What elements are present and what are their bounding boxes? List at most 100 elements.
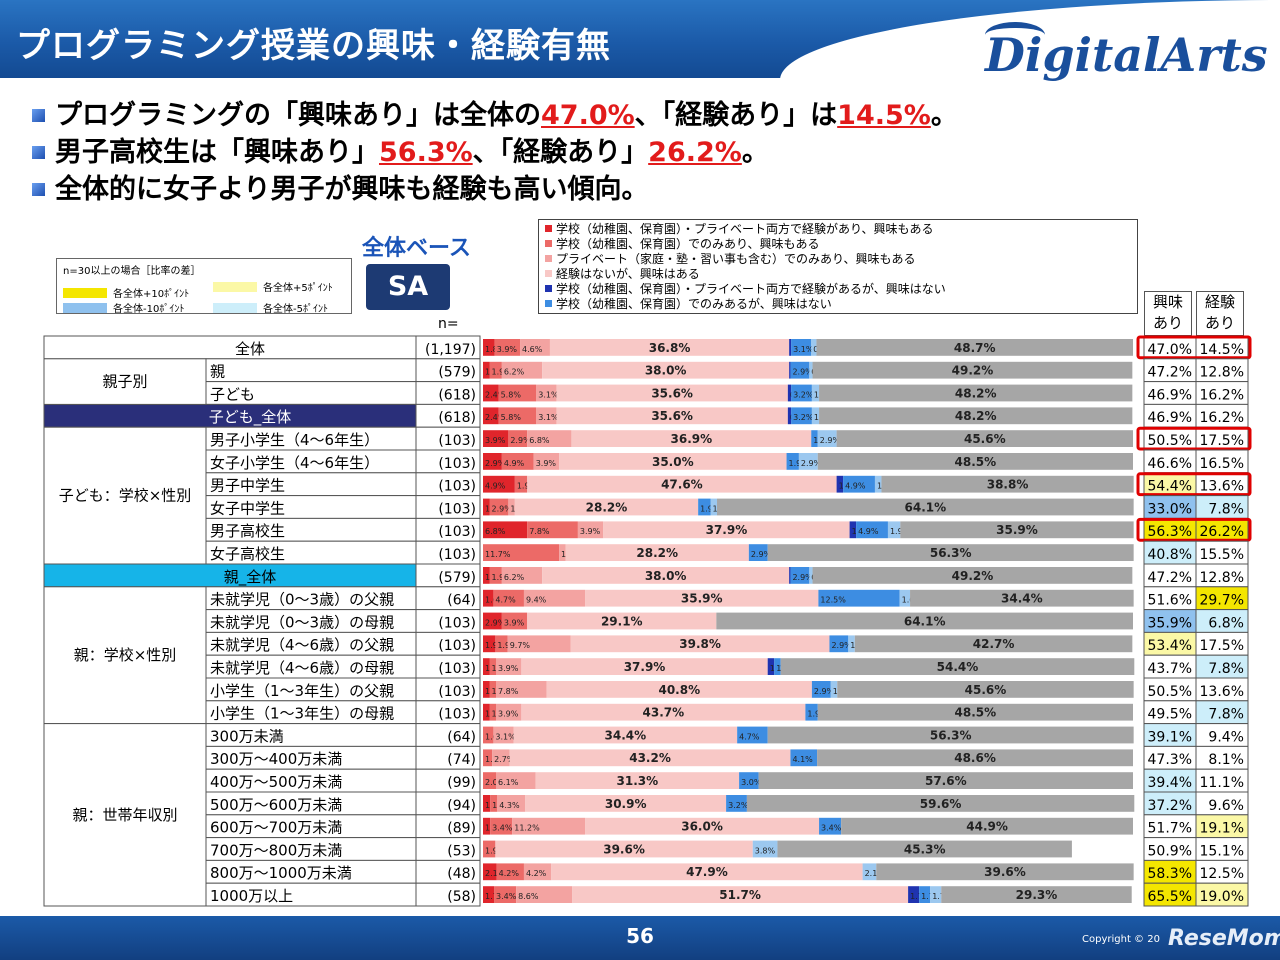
n-value: (103) bbox=[438, 501, 476, 517]
highlight-box bbox=[1136, 335, 1252, 360]
interest-value: 39.4% bbox=[1148, 775, 1192, 791]
group-cell bbox=[43, 358, 207, 405]
data-label: 48.2% bbox=[955, 409, 997, 423]
bar-segment bbox=[494, 886, 517, 903]
interest-value: 51.7% bbox=[1148, 821, 1192, 837]
experience-value: 9.6% bbox=[1208, 798, 1244, 814]
data-label: 3.4% bbox=[821, 824, 842, 833]
experience-value: 26.2% bbox=[1200, 524, 1244, 540]
data-label: 36.8% bbox=[649, 341, 691, 355]
bar-segment bbox=[752, 840, 778, 858]
bar-segment bbox=[525, 795, 727, 812]
data-label: 39.8% bbox=[679, 637, 721, 651]
bar-segment bbox=[508, 430, 528, 447]
data-label: 48.2% bbox=[955, 386, 997, 400]
bullet-text: 男子高校生は「興味あり」 bbox=[55, 137, 379, 168]
row-label: 未就学児（4～6歳）の父親 bbox=[210, 636, 394, 654]
row-label: 男子小学生（4～6年生） bbox=[210, 431, 379, 449]
bar-segment bbox=[514, 475, 528, 493]
bullet-square-icon bbox=[32, 109, 45, 122]
base-label: 全体ベース bbox=[362, 236, 471, 261]
bar-segment bbox=[570, 635, 830, 653]
bar-segment bbox=[527, 521, 578, 539]
bar-segment bbox=[556, 384, 788, 402]
bar-segment bbox=[811, 339, 817, 356]
bar-segment bbox=[786, 453, 799, 470]
n-value: (103) bbox=[438, 684, 476, 700]
n-value: (103) bbox=[438, 547, 476, 563]
row-label: 親 bbox=[210, 363, 225, 381]
bar-segment bbox=[881, 475, 1134, 493]
bar-segment bbox=[542, 567, 790, 584]
legend-swatch bbox=[545, 255, 552, 262]
data-label: 2.9% bbox=[492, 504, 513, 513]
experience-value: 16.2% bbox=[1200, 387, 1244, 403]
data-label: 45.6% bbox=[964, 432, 1006, 446]
bar-segment bbox=[483, 361, 490, 379]
bar-segment bbox=[516, 886, 573, 903]
bar-segment bbox=[493, 589, 524, 607]
data-label: 35.6% bbox=[651, 386, 693, 400]
data-label: 2.9% bbox=[485, 459, 506, 468]
data-label: 6.2% bbox=[504, 368, 525, 377]
bullet-text: 。 bbox=[741, 137, 769, 168]
bar-segment bbox=[791, 384, 812, 402]
data-label: 9.4% bbox=[526, 596, 547, 605]
data-label: 43.2% bbox=[629, 751, 671, 765]
data-label: 51.7% bbox=[719, 888, 761, 902]
highlight-value: 14.5% bbox=[837, 100, 931, 131]
key-item: 各全体+10ﾎﾟｲﾝﾄ bbox=[63, 285, 213, 300]
data-label: 2.9% bbox=[814, 687, 835, 696]
bar-segment bbox=[849, 521, 857, 539]
data-label: 4.6% bbox=[522, 345, 543, 354]
interest-value: 51.6% bbox=[1148, 593, 1192, 609]
page-title: プログラミング授業の興味・経験有無 bbox=[16, 26, 611, 66]
bullet-text: 全体的に女子より男子が興味も経験も高い傾向。 bbox=[55, 174, 649, 205]
bar-segment bbox=[489, 681, 496, 698]
bar-segment bbox=[490, 795, 498, 812]
bar-segment bbox=[559, 544, 566, 561]
experience-value: 13.6% bbox=[1200, 479, 1244, 495]
data-label: 34.4% bbox=[605, 728, 647, 742]
row-label: 男子高校生 bbox=[210, 522, 285, 540]
group-cell bbox=[43, 426, 207, 565]
data-label: 38.0% bbox=[645, 569, 687, 583]
data-label: 29.1% bbox=[601, 614, 643, 628]
experience-value: 15.5% bbox=[1200, 547, 1244, 563]
data-label: 28.2% bbox=[586, 500, 628, 514]
bar-segment bbox=[542, 361, 790, 379]
row-label: 子ども_全体 bbox=[209, 408, 292, 427]
data-label: 35.6% bbox=[651, 409, 693, 423]
highlight-value: 56.3% bbox=[379, 137, 473, 168]
data-label: 48.5% bbox=[955, 455, 997, 469]
bar-segment bbox=[509, 749, 791, 767]
data-label: 39.6% bbox=[603, 842, 645, 856]
row-label: 500万～600万未満 bbox=[210, 796, 342, 814]
n-value: (618) bbox=[438, 387, 476, 403]
bar-segment bbox=[767, 726, 1134, 744]
data-label: 2.1% bbox=[485, 869, 506, 878]
interest-value: 46.9% bbox=[1148, 387, 1192, 403]
watermark: ReseMom bbox=[1168, 926, 1280, 951]
legend-entry: 学校（幼稚園、保育園）・プライベート両方で経験があるが、興味はない bbox=[545, 282, 1131, 297]
bar-segment bbox=[716, 612, 1133, 630]
bar-segment bbox=[919, 886, 931, 903]
bar-segment bbox=[572, 886, 909, 903]
row-label: 子ども bbox=[210, 385, 255, 403]
copyright: Copyright © 20 bbox=[1082, 934, 1160, 945]
data-label: 45.6% bbox=[965, 683, 1007, 697]
group-label: 親：世帯年収別 bbox=[72, 806, 177, 824]
bar-segment bbox=[817, 749, 1133, 767]
bar-segment bbox=[536, 407, 557, 425]
bar-segment bbox=[483, 795, 491, 812]
bar-segment bbox=[521, 703, 806, 721]
bar-segment bbox=[497, 795, 526, 812]
bar-segment bbox=[495, 840, 753, 858]
data-label: 4.1% bbox=[792, 755, 813, 764]
data-label: 2.9% bbox=[820, 436, 841, 445]
interest-value: 56.3% bbox=[1148, 524, 1192, 540]
interest-value: 35.9% bbox=[1148, 615, 1192, 631]
data-label: 43.7% bbox=[643, 706, 685, 720]
legend-swatch bbox=[545, 285, 552, 292]
interest-value: 50.5% bbox=[1148, 433, 1192, 449]
